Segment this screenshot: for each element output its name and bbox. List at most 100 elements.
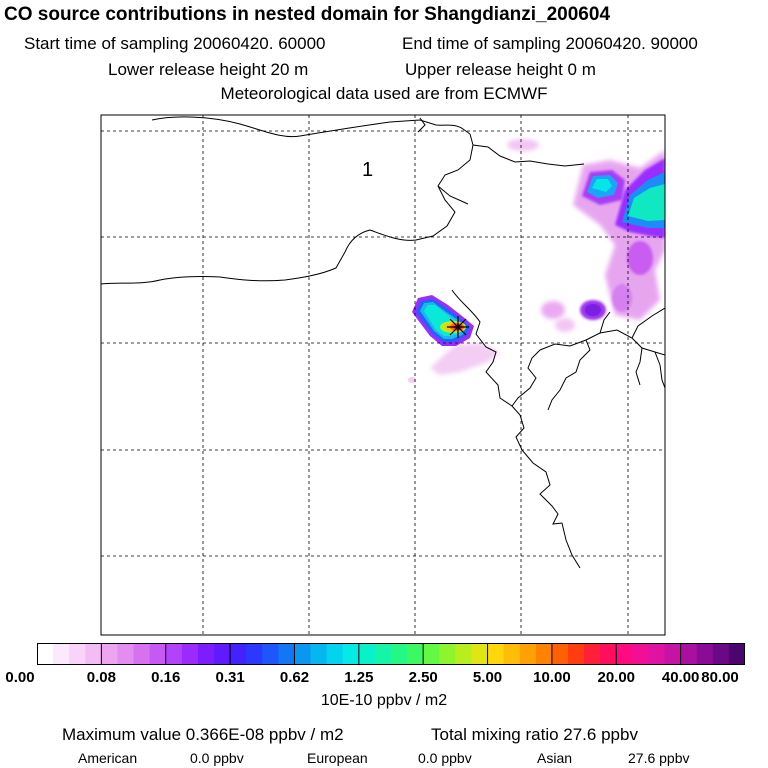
colorbar-cell <box>85 643 102 665</box>
colorbar <box>37 643 745 665</box>
sampling-start-time: Start time of sampling 20060420. 60000 <box>24 34 326 53</box>
colorbar-cell <box>423 643 440 665</box>
colorbar-cell <box>214 643 231 665</box>
colorbar-cell <box>664 643 682 665</box>
map-frame <box>100 114 666 636</box>
colorbar-tick-label: 0.00 <box>5 669 35 686</box>
colorbar-cell <box>37 643 54 665</box>
plot-title: CO source contributions in nested domain… <box>4 4 611 25</box>
asian-label: Asian <box>537 750 573 766</box>
lat-lon-grid <box>101 115 665 635</box>
colorbar-cell <box>728 643 745 665</box>
colorbar-tick-label: 0.16 <box>151 669 181 686</box>
colorbar-cell <box>471 643 488 665</box>
colorbar-cell <box>551 643 569 665</box>
colorbar-cell <box>568 643 585 665</box>
colorbar-cell <box>246 643 263 665</box>
colorbar-cell <box>696 643 714 665</box>
coastline <box>654 351 665 389</box>
colorbar-cell <box>616 643 633 665</box>
plume-cell <box>555 318 575 332</box>
colorbar-cell <box>262 643 279 665</box>
colorbar-cell <box>149 643 167 665</box>
colorbar-tick-label: 1.25 <box>344 669 374 686</box>
colorbar-unit: 10E-10 ppbv / m2 <box>320 692 448 709</box>
plume-cell <box>541 301 565 319</box>
colorbar-cell <box>439 643 456 665</box>
colorbar-cell <box>648 643 665 665</box>
region-label: 1 <box>362 159 373 181</box>
plume-cell <box>612 284 632 312</box>
colorbar-tick-label: 10.00 <box>533 669 571 686</box>
european-value: 0.0 ppbv <box>418 750 472 766</box>
colorbar-cell <box>294 643 311 665</box>
american-value: 0.0 ppbv <box>190 750 244 766</box>
met-data-source: Meteorological data used are from ECMWF <box>220 84 548 103</box>
colorbar-cell <box>374 643 392 665</box>
colorbar-cell <box>197 643 215 665</box>
european-label: European <box>307 750 368 766</box>
colorbar-cell <box>181 643 199 665</box>
upper-release-height: Upper release height 0 m <box>405 60 596 79</box>
colorbar-cell <box>358 643 376 665</box>
colorbar-cell <box>455 643 472 665</box>
colorbar-tick-label: 5.00 <box>472 669 503 686</box>
plume-cell <box>585 304 601 316</box>
coastline <box>547 339 591 411</box>
colorbar-cell <box>53 643 70 665</box>
plume-cell <box>408 377 416 383</box>
colorbar-cell <box>584 643 601 665</box>
colorbar-cell <box>326 643 344 665</box>
border-line <box>437 185 469 205</box>
coastline <box>561 522 581 569</box>
plume-cell <box>627 241 653 275</box>
border-line <box>101 133 474 285</box>
colorbar-tick-label: 2.50 <box>408 669 438 686</box>
coastline <box>451 289 563 525</box>
colorbar-cell <box>310 643 328 665</box>
coastline <box>599 311 611 334</box>
colorbar-tick-label: 0.31 <box>215 669 245 686</box>
plume-cell <box>430 343 500 375</box>
coastline <box>631 307 665 339</box>
colorbar-tick-label: 0.08 <box>86 669 116 686</box>
colorbar-cell <box>133 643 151 665</box>
colorbar-tick-label: 40.00 <box>661 669 700 686</box>
colorbar-cell <box>230 643 247 665</box>
total-mixing-ratio: Total mixing ratio 27.6 ppbv <box>431 725 638 744</box>
american-label: American <box>78 750 138 766</box>
plume-cell <box>628 184 665 221</box>
colorbar-cell <box>680 643 698 665</box>
colorbar-cell <box>101 643 118 665</box>
plume-cell <box>507 139 539 151</box>
colorbar-frame <box>37 643 745 665</box>
maximum-value: Maximum value 0.366E-08 ppbv / m2 <box>62 725 344 744</box>
colorbar-cell <box>487 643 505 665</box>
border-line <box>472 144 585 167</box>
colorbar-cell <box>278 643 295 665</box>
colorbar-cell <box>712 643 730 665</box>
coastline <box>635 347 643 386</box>
border-line <box>151 116 471 138</box>
colorbar-cell <box>69 643 86 665</box>
border-line <box>417 117 426 133</box>
coastlines-borders <box>101 116 665 569</box>
colorbar-cell <box>342 643 360 665</box>
station-star-marker <box>447 316 469 338</box>
coastline <box>539 329 665 356</box>
colorbar-tick-label: 20.00 <box>597 669 636 686</box>
colorbar-cell <box>600 643 617 665</box>
sampling-end-time: End time of sampling 20060420. 90000 <box>402 34 698 53</box>
colorbar-cell <box>391 643 408 665</box>
colorbar-cell <box>535 643 553 665</box>
colorbar-cell <box>407 643 424 665</box>
colorbar-cell <box>117 643 134 665</box>
colorbar-cell <box>503 643 521 665</box>
colorbar-cell <box>632 643 649 665</box>
concentration-plume-station <box>408 295 500 383</box>
colorbar-cell <box>519 643 537 665</box>
asian-value: 27.6 ppbv <box>628 750 690 766</box>
plume-cell <box>592 179 612 192</box>
coastline <box>511 349 541 407</box>
